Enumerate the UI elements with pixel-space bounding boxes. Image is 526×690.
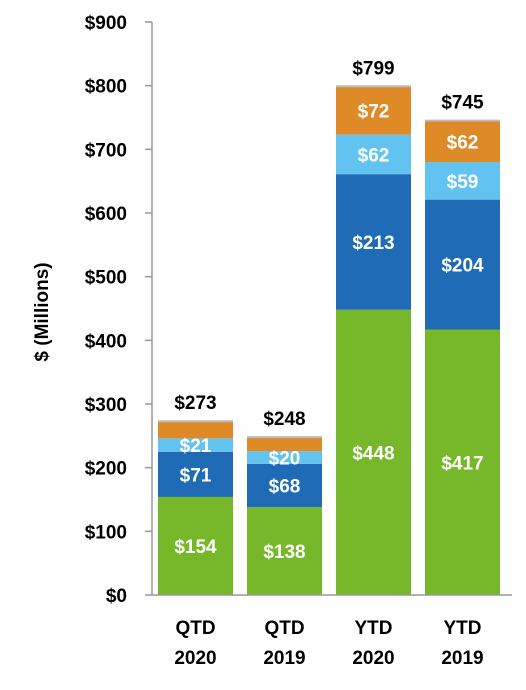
y-tick-label: $0 [106, 586, 127, 607]
bar-segment [247, 451, 322, 464]
category-label: 2020 [352, 648, 394, 669]
total-value-label: $799 [352, 58, 394, 79]
category-labels: QTD 2020 QTD 2019 YTD 2020 YTD 2019 [174, 618, 483, 669]
segment-value-label: $213 [352, 233, 394, 254]
bar-segment [425, 329, 500, 595]
category-label: QTD [175, 618, 215, 639]
segment-value-label: $417 [441, 453, 483, 474]
total-value-label: $745 [441, 93, 484, 114]
y-tick-label: $100 [85, 522, 127, 543]
bar-segment [425, 120, 500, 163]
segment-value-label: $62 [358, 145, 390, 166]
category-label: 2019 [263, 648, 305, 669]
bar-segment [158, 421, 233, 439]
bar-segment [247, 463, 322, 508]
total-labels: $273 $248 $799 $745 [174, 58, 484, 430]
segment-value-label: $62 [447, 132, 479, 153]
segment-value-label: $204 [441, 256, 484, 277]
segment-value-label: $154 [174, 537, 217, 558]
segment-value-label: $59 [447, 172, 479, 193]
y-tick-label: $800 [85, 77, 127, 98]
bar-segment [336, 86, 411, 135]
segment-value-label: $21 [180, 436, 212, 457]
bar-segment [336, 134, 411, 175]
y-tick-label: $300 [85, 395, 127, 416]
y-tick-label: $500 [85, 268, 127, 289]
segment-value-label: $68 [269, 476, 301, 497]
y-tick-label: $200 [85, 459, 127, 480]
segment-value-label: $20 [269, 448, 301, 469]
bar-segment [247, 437, 322, 452]
segment-value-label: $138 [263, 542, 305, 563]
y-tick-label: $600 [85, 204, 127, 225]
segment-labels: $154 $138 $448 $417 $71 $68 $213 $204 $21 $20 $62 $… [174, 101, 484, 563]
category-label: YTD [355, 618, 393, 639]
category-label: 2020 [174, 648, 216, 669]
bar-segment [336, 309, 411, 595]
bar-segment [336, 174, 411, 310]
segment-value-label: $71 [180, 465, 212, 486]
total-value-label: $273 [174, 393, 216, 414]
segment-value-label: $448 [352, 443, 394, 464]
bar-segment [158, 451, 233, 497]
bar-segment [158, 438, 233, 452]
bars [158, 85, 500, 595]
bar-segment [158, 496, 233, 595]
y-axis-label: $ (Millions) [32, 262, 53, 361]
y-tick-label: $700 [85, 140, 127, 161]
y-tick-label: $900 [85, 13, 127, 34]
total-value-label: $248 [263, 409, 305, 430]
category-label: QTD [264, 618, 304, 639]
category-label: YTD [444, 618, 482, 639]
y-axis-ticks: $0 $100 $200 $300 $400 $500 $600 $700 $800 $900 [85, 13, 152, 607]
bar-segment [247, 507, 322, 595]
bar-segment [425, 199, 500, 330]
segment-value-label: $72 [358, 101, 390, 122]
y-tick-label: $400 [85, 331, 127, 352]
bar-segment [425, 162, 500, 200]
category-label: 2019 [441, 648, 483, 669]
